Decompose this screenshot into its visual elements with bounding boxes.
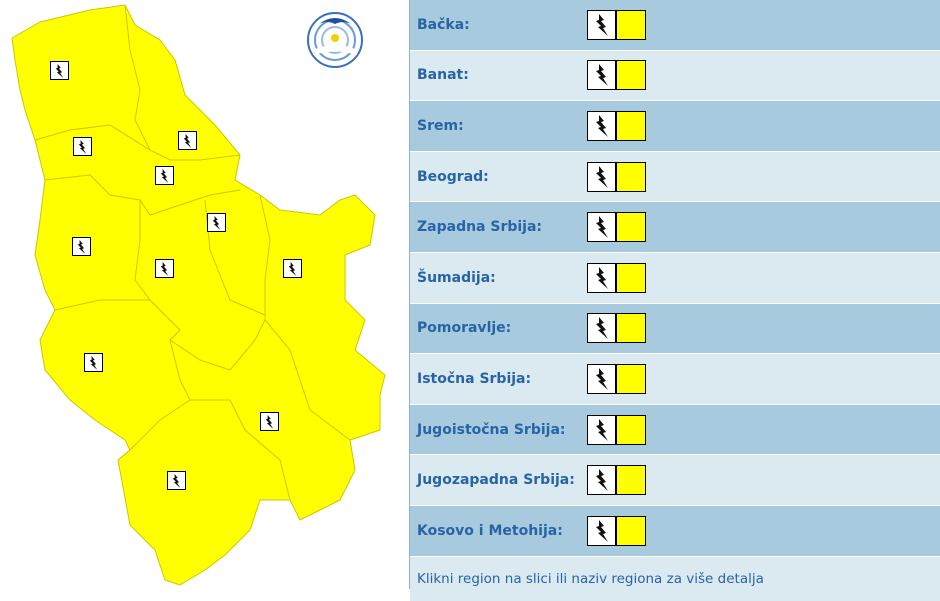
- lightning-icon: [588, 263, 617, 292]
- warning-indicator[interactable]: [587, 515, 646, 546]
- region-name[interactable]: Jugozapadna Srbija:: [417, 472, 575, 489]
- map-lightning-icon[interactable]: [207, 213, 226, 232]
- lightning-icon: [588, 415, 617, 444]
- region-name[interactable]: Beograd:: [417, 168, 489, 185]
- region-name[interactable]: Banat:: [417, 67, 469, 84]
- region-row[interactable]: Banat:: [410, 50, 940, 102]
- warning-indicator[interactable]: [587, 262, 646, 293]
- map-lightning-icon[interactable]: [260, 412, 279, 431]
- lightning-icon: [588, 314, 617, 343]
- lightning-icon: [588, 61, 617, 90]
- region-list-panel: Bačka: Banat: Srem: Beograd: Zapadna Srb…: [409, 0, 940, 601]
- warning-level-swatch: [617, 314, 645, 343]
- region-name[interactable]: Srem:: [417, 117, 464, 134]
- map-lightning-icon[interactable]: [155, 259, 174, 278]
- warning-indicator[interactable]: [587, 363, 646, 394]
- footer: Klikni region na slici ili naziv regiona…: [410, 556, 940, 601]
- lightning-icon: [588, 516, 617, 545]
- region-row[interactable]: Jugozapadna Srbija:: [410, 455, 940, 506]
- warning-indicator[interactable]: [587, 465, 646, 496]
- region-row[interactable]: Istočna Srbija:: [410, 354, 940, 405]
- warning-indicator[interactable]: [587, 9, 646, 40]
- region-row[interactable]: Šumadija:: [410, 252, 940, 304]
- lightning-icon: [588, 213, 617, 242]
- lightning-icon: [588, 162, 617, 191]
- region-name[interactable]: Zapadna Srbija:: [417, 219, 543, 236]
- map-lightning-icon[interactable]: [167, 471, 186, 490]
- region-name[interactable]: Šumadija:: [417, 269, 496, 286]
- lightning-icon: [588, 10, 617, 39]
- region-row[interactable]: Zapadna Srbija:: [410, 202, 940, 253]
- region-row[interactable]: Jugoistočna Srbija:: [410, 404, 940, 456]
- serbia-region-area[interactable]: [11, 4, 386, 586]
- warning-level-swatch: [617, 415, 645, 444]
- region-row[interactable]: Pomoravlje:: [410, 303, 940, 355]
- region-name[interactable]: Pomoravlje:: [417, 320, 512, 337]
- warning-level-swatch: [617, 364, 645, 393]
- region-row[interactable]: Kosovo i Metohija:: [410, 505, 940, 557]
- warning-level-swatch: [617, 111, 645, 140]
- map-lightning-icon[interactable]: [283, 259, 302, 278]
- map-lightning-icon[interactable]: [73, 137, 92, 156]
- warning-indicator[interactable]: [587, 313, 646, 344]
- rhmz-logo: [307, 12, 363, 68]
- warning-indicator[interactable]: [587, 414, 646, 445]
- warning-level-swatch: [617, 213, 645, 242]
- warning-level-swatch: [617, 516, 645, 545]
- region-borders: [34, 4, 351, 501]
- warning-level-swatch: [617, 61, 645, 90]
- warning-level-swatch: [617, 162, 645, 191]
- region-row[interactable]: Beograd:: [410, 151, 940, 203]
- map-lightning-icon[interactable]: [155, 166, 174, 185]
- map-lightning-icon[interactable]: [84, 353, 103, 372]
- map-lightning-icon[interactable]: [72, 237, 91, 256]
- warning-level-swatch: [617, 10, 645, 39]
- warning-indicator[interactable]: [587, 212, 646, 243]
- lightning-icon: [588, 111, 617, 140]
- warning-indicator[interactable]: [587, 161, 646, 192]
- region-name[interactable]: Jugoistočna Srbija:: [417, 421, 566, 438]
- serbia-warning-map[interactable]: [0, 0, 410, 589]
- lightning-icon: [588, 364, 617, 393]
- warning-level-swatch: [617, 466, 645, 495]
- map-lightning-icon[interactable]: [50, 61, 69, 80]
- footer-hint: Klikni region na slici ili naziv regiona…: [417, 570, 764, 587]
- map-lightning-icon[interactable]: [178, 131, 197, 150]
- warning-level-swatch: [617, 263, 645, 292]
- region-row[interactable]: Srem:: [410, 101, 940, 152]
- warning-indicator[interactable]: [587, 60, 646, 91]
- region-name[interactable]: Istočna Srbija:: [417, 370, 532, 387]
- warning-indicator[interactable]: [587, 110, 646, 141]
- region-row[interactable]: Bačka:: [410, 0, 940, 51]
- region-name[interactable]: Kosovo i Metohija:: [417, 522, 563, 539]
- lightning-icon: [588, 466, 617, 495]
- region-name[interactable]: Bačka:: [417, 16, 470, 33]
